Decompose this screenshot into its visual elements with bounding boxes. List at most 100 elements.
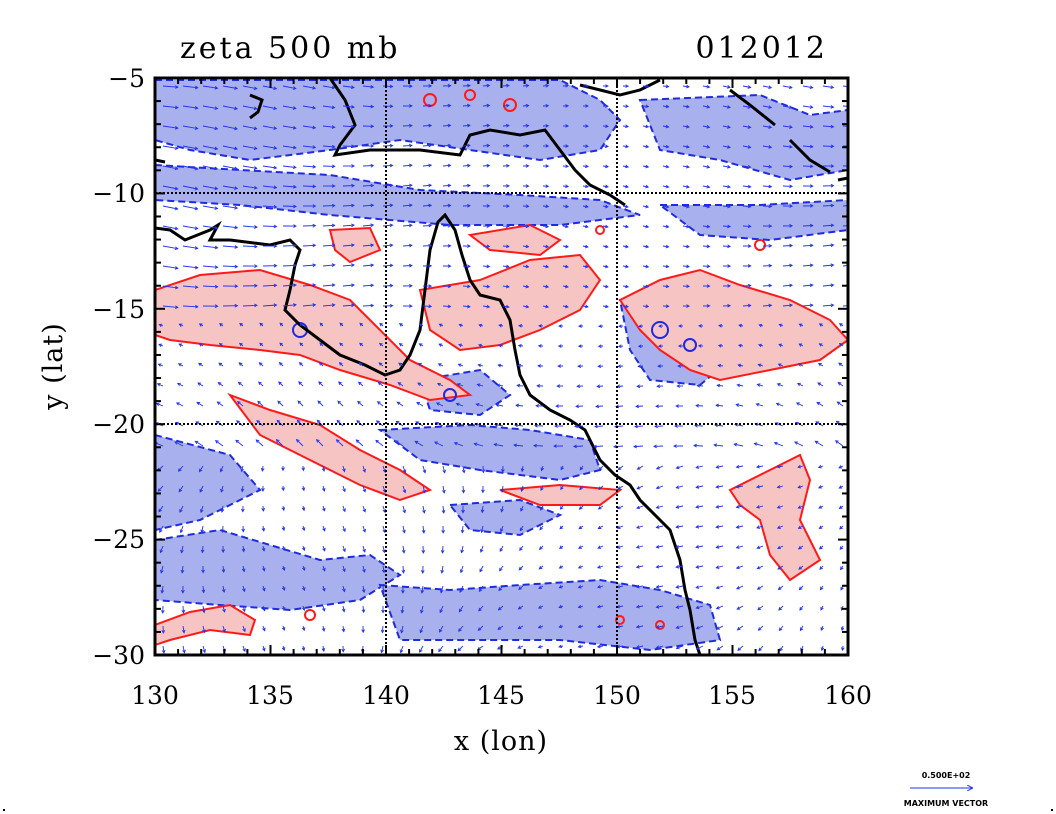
wind-vector-head [789,243,794,248]
wind-vector-head [613,444,617,449]
wind-vector-head [545,83,550,88]
wind-vector-head [408,183,413,188]
wind-vector-head [234,225,239,230]
wind-vector-head [493,442,498,447]
wind-vector-head [515,403,520,408]
wind-vector [282,145,296,149]
wind-vector-head [727,244,732,249]
wind-vector-head [460,529,465,534]
wind-vector-head [818,363,822,367]
wind-vector-head [174,166,179,171]
wind-vector-head [768,164,773,169]
wind-vector [702,245,710,248]
wind-vector-head [281,607,286,611]
wind-vector [462,85,471,87]
wind-vector [342,264,355,267]
wind-vector [159,545,164,553]
wind-vector-head [555,404,559,408]
wind-vector-head [428,304,433,309]
wind-vector-head [736,606,741,610]
wind-vector-head [809,303,814,308]
wind-vector-head [312,164,317,169]
wind-vector-head [253,205,258,210]
wind-vector-head [441,530,445,534]
wind-vector-head [665,224,670,229]
wind-vector [656,505,664,509]
wind-vector [756,525,764,529]
wind-vector [262,165,277,169]
wind-vector-head [695,403,699,408]
wind-vector-head [253,86,258,91]
wind-vector-head [359,342,363,347]
wind-vector-head [375,439,379,444]
wind-vector-head [675,505,680,509]
wind-vector-head [677,364,682,368]
wind-vector-head [851,264,854,267]
wind-vector-head [174,246,179,251]
wind-vector-head [351,303,355,308]
wind-vector-head [293,283,297,287]
wind-vector-head [198,323,203,327]
wind-vector [462,465,465,473]
wind-vector [656,585,664,588]
wind-vector-head [585,144,589,149]
wind-vector [782,125,793,128]
wind-vector-head [379,322,383,327]
wind-vector [202,605,205,613]
wind-vector-head [645,104,650,109]
wind-vector [716,505,724,508]
wind-vector-head [497,606,502,611]
wind-vector-head [178,323,183,327]
wind-vector [498,585,504,591]
wind-vector-head [179,529,184,534]
wind-vector-head [558,604,563,609]
wind-vector [776,403,784,407]
wind-vector [742,105,751,108]
wind-vector-head [830,303,835,308]
wind-vector-head [400,609,405,614]
wind-vector [822,264,834,267]
wind-vector [722,85,731,88]
wind-vector [497,625,504,630]
wind-vector-head [796,382,801,387]
wind-vector-head [241,528,246,533]
wind-vector-head [239,322,243,327]
wind-vector [322,244,335,247]
wind-vector-head [838,323,843,327]
wind-vector-head [292,106,297,110]
wind-vector-head [545,244,550,249]
wind-vector-head [202,629,206,634]
wind-vector [342,105,355,108]
wind-vector [178,465,184,472]
wind-vector-head [240,488,245,493]
wind-vector-head [428,243,433,248]
wind-vector-head [341,628,346,633]
y-axis-label: y (lat) [38,322,69,411]
wind-vector [501,485,504,492]
wind-vector-head [301,547,306,552]
wind-vector-head [838,465,843,469]
wind-vector [842,305,848,307]
wind-vector-head [645,224,650,229]
wind-vector [794,441,804,447]
wind-vector [220,485,224,493]
wind-vector-head [838,505,843,510]
wind-vector-head [370,243,375,248]
wind-vector-head [755,484,760,489]
wind-vector-head [809,283,814,288]
wind-vector [502,265,509,268]
wind-vector [662,105,669,108]
wind-vector-head [693,443,697,448]
wind-vector-head [625,124,630,129]
wind-vector [162,225,178,230]
wind-vector [222,165,238,170]
wind-vector [476,403,484,407]
wind-vector-head [361,629,365,634]
wind-vector [362,565,366,573]
wind-vector [262,145,277,149]
wind-vector-head [220,488,224,493]
wind-vector-head [331,105,336,110]
gridlines [155,78,848,655]
wind-vector [617,545,624,549]
wind-vector-head [273,185,278,190]
